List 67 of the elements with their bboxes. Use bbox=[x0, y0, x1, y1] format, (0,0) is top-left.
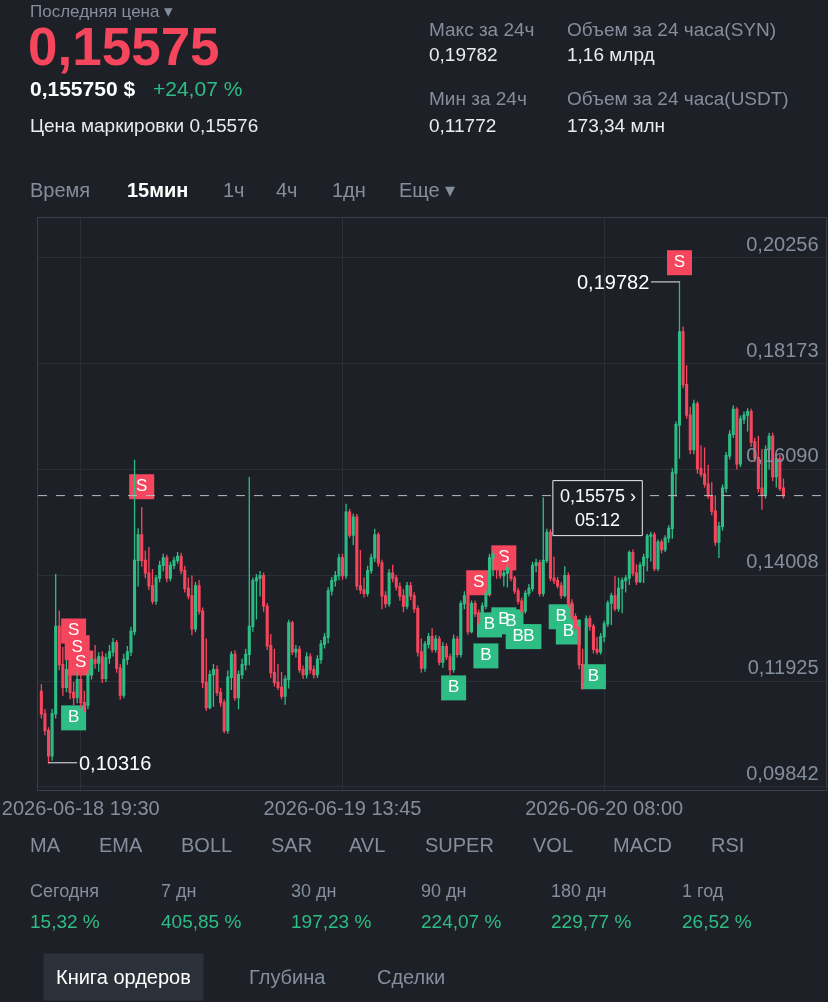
text: 4ч bbox=[276, 179, 298, 201]
x-tick-label: 2026-06-20 08:00 bbox=[525, 797, 684, 819]
data-label: S bbox=[75, 652, 87, 672]
data-label: B bbox=[480, 645, 492, 665]
annotation: 0,10316 bbox=[79, 752, 152, 774]
data-label: B bbox=[483, 614, 496, 634]
annotation: 05:12 bbox=[575, 510, 621, 530]
y-tick-label: 0,18173 bbox=[746, 338, 819, 361]
text: AVL bbox=[349, 834, 386, 856]
text: BOLL bbox=[181, 834, 233, 856]
text: Цена маркировки 0,15576 bbox=[30, 115, 259, 136]
text: 180 дн bbox=[551, 881, 607, 901]
text: 90 дн bbox=[421, 881, 467, 901]
text: +24,07 % bbox=[153, 77, 243, 100]
text: 0,155750 $ bbox=[30, 77, 136, 100]
ref-line-label: 0,15575 › bbox=[560, 486, 637, 506]
data-label: S bbox=[673, 251, 686, 271]
y-tick-label: 0,09842 bbox=[746, 761, 819, 784]
annotation: 0,19782 bbox=[577, 271, 650, 293]
text: Сделки bbox=[377, 966, 446, 988]
text: 0,19782 bbox=[429, 44, 498, 65]
text: EMA bbox=[99, 834, 143, 856]
text: Мин за 24ч bbox=[429, 88, 527, 109]
text: Последняя цена ▾ bbox=[30, 2, 174, 21]
text: MA bbox=[30, 834, 61, 856]
text: Книга ордеров bbox=[56, 966, 191, 988]
y-tick-label: 0,11925 bbox=[747, 656, 819, 679]
x-tick-label: 2026-06-19 13:45 bbox=[263, 797, 422, 819]
text: 0,11772 bbox=[429, 115, 497, 136]
text: 1ч bbox=[223, 179, 245, 201]
text: 197,23 % bbox=[291, 911, 372, 932]
data-label: S bbox=[473, 571, 485, 591]
y-tick-label: 0,14008 bbox=[746, 550, 819, 573]
text: Объем за 24 часа(USDT) bbox=[567, 88, 789, 109]
text: 15мин bbox=[127, 179, 189, 201]
data-label: B bbox=[523, 625, 535, 645]
data-label: S bbox=[67, 620, 80, 640]
text: SUPER bbox=[425, 834, 494, 856]
text: VOL bbox=[533, 834, 574, 856]
text: 173,34 млн bbox=[567, 115, 666, 136]
data-label: B bbox=[447, 677, 460, 697]
text: Сегодня bbox=[30, 881, 99, 901]
text: Еще ▾ bbox=[399, 179, 456, 201]
text: 15,32 % bbox=[30, 911, 100, 932]
data-label: B bbox=[562, 621, 575, 641]
text: MACD bbox=[613, 834, 672, 856]
text: Макс за 24ч bbox=[429, 19, 535, 40]
text: 405,85 % bbox=[161, 911, 242, 932]
text: SAR bbox=[271, 834, 313, 856]
text: Время bbox=[30, 179, 91, 201]
text: Объем за 24 часа(SYN) bbox=[567, 19, 777, 40]
text: RSI bbox=[711, 834, 745, 856]
x-tick-label: 2026-06-18 19:30 bbox=[1, 797, 160, 819]
data-label: B bbox=[512, 625, 524, 645]
y-tick-label: 0,20256 bbox=[746, 232, 819, 255]
text: 224,07 % bbox=[421, 911, 502, 932]
text: 30 дн bbox=[291, 881, 337, 901]
data-label: S bbox=[136, 475, 148, 495]
text: 1,16 млрд bbox=[567, 44, 655, 65]
text: Глубина bbox=[249, 966, 327, 988]
text: 7 дн bbox=[161, 881, 197, 901]
text: 229,77 % bbox=[551, 911, 632, 932]
text: 26,52 % bbox=[682, 911, 752, 932]
data-label: B bbox=[67, 707, 80, 727]
text: 1 год bbox=[682, 881, 724, 901]
text: 1дн bbox=[332, 179, 366, 201]
data-label: B bbox=[587, 665, 600, 685]
